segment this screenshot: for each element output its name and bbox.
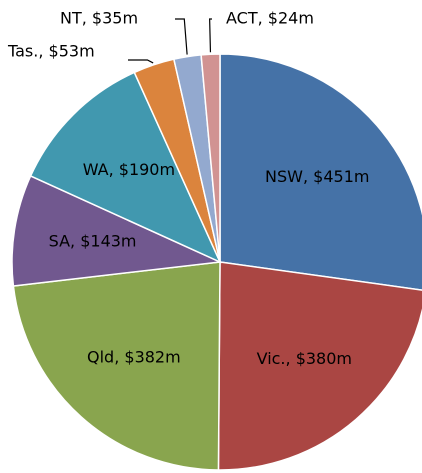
leader-line <box>128 59 154 64</box>
leader-line <box>175 18 188 55</box>
pie-slice <box>29 71 222 264</box>
leader-line <box>209 18 212 53</box>
pie-slice <box>200 53 221 263</box>
pie-slice <box>217 261 422 471</box>
data-label: NT, $35m <box>60 9 138 28</box>
data-label: Qld, $382m <box>87 347 181 366</box>
data-label: Tas., $53m <box>7 42 95 61</box>
pie-slice <box>11 174 223 287</box>
data-label: ACT, $24m <box>226 9 314 28</box>
data-label: Vic., $380m <box>257 349 352 368</box>
pie-slice <box>12 261 221 471</box>
data-label: NSW, $451m <box>265 167 369 186</box>
data-label: WA, $190m <box>83 160 175 179</box>
data-label: SA, $143m <box>49 232 137 251</box>
pie-slice <box>219 53 422 291</box>
